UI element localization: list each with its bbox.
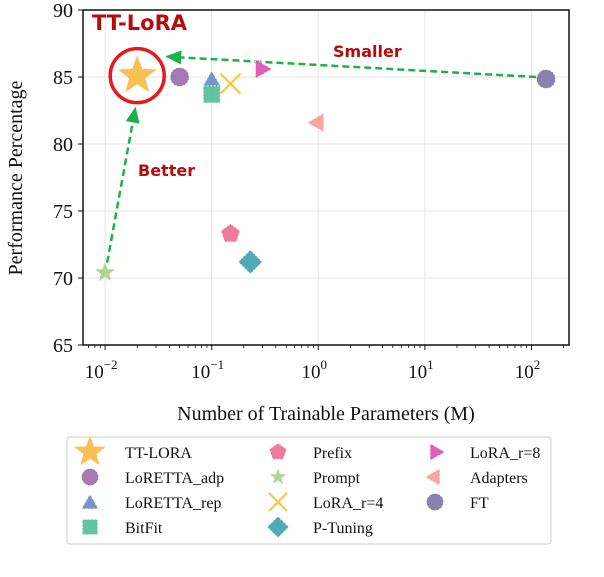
point-lora-r-8 — [255, 58, 273, 80]
y-tick-label: 70 — [53, 268, 73, 290]
legend-marker-prompt — [268, 466, 288, 486]
axes: 10−2 10−1 100 101 102 65 70 75 80 85 90 — [53, 0, 570, 383]
y-tick-label: 65 — [53, 335, 73, 357]
point-adapters — [306, 112, 325, 133]
x-tick-label: 101 — [408, 357, 434, 383]
legend-label-prompt: Prompt — [313, 470, 361, 487]
legend-label-ft: FT — [470, 495, 489, 512]
arrow-smaller — [165, 50, 537, 79]
point-loretta-rep — [201, 69, 222, 88]
legend-marker-lora-r-4 — [268, 492, 288, 512]
legend-marker-adapters — [424, 467, 441, 487]
legend-label-lora-r-4: LoRA_r=4 — [313, 495, 383, 512]
y-axis-label: Performance Percentage — [5, 80, 27, 275]
legend-marker-lora-r-8 — [429, 442, 446, 462]
legend-label-prefix: Prefix — [313, 445, 352, 462]
highlight-circle — [108, 46, 166, 105]
y-tick-label: 90 — [53, 0, 73, 22]
plot-frame — [82, 9, 570, 346]
legend-label-loretta-adp: LoRETTA_adp — [125, 470, 224, 487]
x-axis-label: Number of Trainable Parameters (M) — [177, 403, 475, 425]
point-lora-r-4 — [219, 72, 242, 95]
legend-marker-tt-lora — [72, 433, 108, 467]
legend-marker-ft — [426, 493, 444, 511]
legend-marker-bitfit — [81, 518, 99, 536]
annotation-smaller: Smaller — [333, 42, 402, 61]
x-tick-label: 100 — [302, 357, 328, 383]
legend: TT-LORA LoRETTA_adp LoRETTA_rep BitFit Prefi… — [66, 433, 552, 545]
legend-label-loretta-rep: LoRETTA_rep — [125, 495, 221, 512]
point-p-tuning — [237, 249, 263, 275]
legend-marker-prefix — [268, 442, 288, 460]
y-tick-label: 85 — [53, 67, 73, 89]
legend-label-adapters: Adapters — [470, 470, 528, 487]
legend-label-tt-lora: TT-LORA — [125, 445, 192, 462]
legend-label-bitfit: BitFit — [125, 520, 163, 537]
point-prompt — [93, 260, 117, 283]
x-tick-label: 10−2 — [85, 357, 118, 383]
annotation-tt-lora: TT-LoRA — [92, 11, 188, 35]
legend-marker-loretta-rep — [80, 493, 100, 510]
x-tick-label: 102 — [515, 357, 541, 383]
annotation-arrows — [105, 50, 537, 263]
legend-marker-p-tuning — [266, 515, 290, 539]
point-ft — [536, 69, 556, 89]
data-points — [93, 46, 556, 283]
legend-label-lora-r-8: LoRA_r=8 — [470, 445, 540, 462]
annotation-better: Better — [138, 161, 195, 180]
arrow-better — [105, 106, 140, 263]
legend-label-p-tuning: P-Tuning — [313, 520, 373, 537]
point-prefix — [220, 223, 241, 243]
y-tick-label: 75 — [53, 201, 73, 223]
point-bitfit — [202, 85, 221, 104]
point-tt-lora — [116, 53, 159, 94]
legend-marker-loretta-adp — [81, 468, 99, 486]
y-tick-label: 80 — [53, 134, 73, 156]
legend-box — [66, 436, 552, 545]
point-loretta-adp — [169, 67, 190, 87]
x-tick-label: 10−1 — [191, 357, 224, 383]
